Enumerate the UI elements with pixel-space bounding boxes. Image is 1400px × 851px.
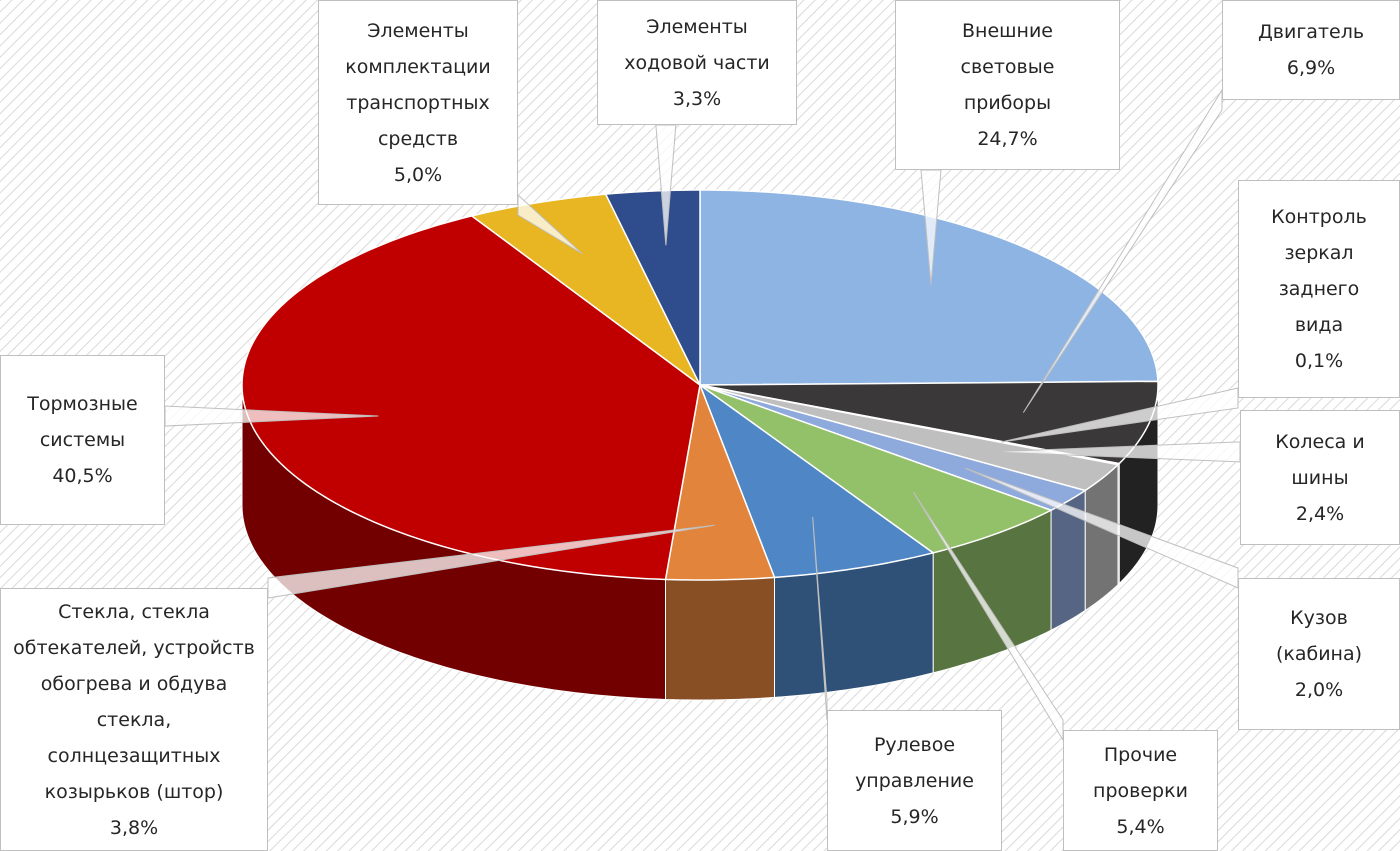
data-label: Двигатель 6,9% (1222, 0, 1400, 100)
data-label: Рулевое управление 5,9% (827, 710, 1002, 851)
callout-pointer (517, 193, 583, 255)
label-value: 3,3% (672, 87, 722, 110)
slice (470, 193, 701, 386)
data-label: Кузов (кабина) 2,0% (1238, 578, 1400, 730)
callout-pointer (655, 124, 677, 246)
label-value: 5,4% (1116, 815, 1165, 838)
label-value: 2,4% (1295, 502, 1345, 525)
label-name: Элементы ходовой части (624, 15, 770, 74)
slice (664, 382, 776, 581)
label-name: Колеса и шины (1275, 430, 1365, 489)
label-name: Стекла, стекла обтекателей, устройств об… (13, 600, 255, 803)
data-label: Прочие проверки 5,4% (1063, 730, 1218, 851)
slice (699, 189, 1159, 386)
data-label: Тормозные системы 40,5% (0, 355, 165, 525)
data-label: Стекла, стекла обтекателей, устройств об… (0, 588, 268, 851)
label-value: 24,7% (977, 128, 1038, 150)
label-value: 5,9% (890, 805, 939, 828)
callout-pointer (920, 169, 942, 285)
slice (699, 384, 1053, 554)
callout-pointer (1022, 88, 1223, 413)
label-name: Элементы комплектации транспортных средс… (345, 19, 491, 150)
slice (604, 189, 701, 386)
label-name: Кузов (кабина) (1275, 607, 1363, 665)
label-name: Внешние световые приборы (960, 20, 1055, 114)
slice (698, 382, 935, 579)
data-label: Внешние световые приборы 24,7% (895, 0, 1120, 170)
data-label: Колеса и шины 2,4% (1240, 410, 1400, 545)
label-value: 0,1% (1294, 350, 1344, 372)
slice (699, 384, 1120, 492)
label-value: 40,5% (52, 465, 113, 487)
data-label: Элементы ходовой части 3,3% (597, 0, 797, 125)
callout-pointer (164, 405, 379, 427)
slice-side (665, 576, 775, 701)
callout-pointer (267, 524, 715, 599)
data-label: Контроль зеркал заднего вида 0,1% (1238, 180, 1400, 398)
label-value: 6,9% (1286, 57, 1336, 79)
label-value: 3,8% (109, 816, 159, 839)
label-value: 2,0% (1294, 679, 1344, 701)
label-name: Двигатель (1257, 21, 1365, 43)
label-name: Рулевое управление (855, 733, 974, 792)
label-name: Прочие проверки (1093, 743, 1188, 802)
label-name: Контроль зеркал заднего вида (1271, 206, 1367, 336)
label-value: 5,0% (393, 163, 443, 186)
data-label: Элементы комплектации транспортных средс… (318, 0, 518, 205)
callout-pointer (1001, 387, 1239, 443)
label-name: Тормозные системы (27, 393, 138, 451)
